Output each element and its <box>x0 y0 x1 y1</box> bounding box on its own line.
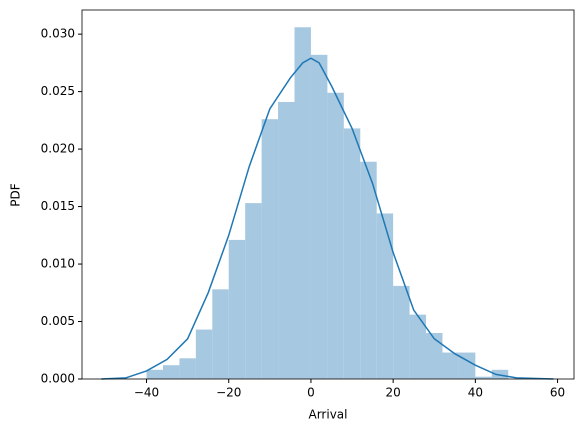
x-tick-label: 0 <box>307 386 315 400</box>
bar <box>245 203 262 379</box>
axes-frame <box>81 9 575 380</box>
bar <box>409 314 427 379</box>
x-axis-label: Arrival <box>309 408 348 422</box>
x-tick-label: 60 <box>550 386 565 400</box>
y-tick-label: 0.030 <box>41 27 75 41</box>
y-tick-label: 0.020 <box>41 142 75 156</box>
bar <box>475 376 492 379</box>
bar <box>426 333 443 379</box>
bar <box>294 27 311 380</box>
bar <box>212 289 229 379</box>
kde-line <box>101 57 554 380</box>
bar <box>393 285 410 379</box>
bar <box>179 358 196 379</box>
bar <box>162 365 180 379</box>
y-axis-label: PDF <box>9 183 23 206</box>
x-tick-label: 20 <box>386 386 401 400</box>
bar <box>327 92 344 379</box>
bar <box>310 54 328 379</box>
y-tick-label: 0.005 <box>41 314 75 328</box>
x-tick-label: −20 <box>216 386 241 400</box>
bar <box>376 213 394 379</box>
bar <box>360 161 377 379</box>
bar <box>195 329 213 379</box>
bar <box>458 352 476 379</box>
y-tick-label: 0.010 <box>41 257 75 271</box>
y-tick-label: 0.015 <box>41 199 75 213</box>
y-tick-label: 0.025 <box>41 84 75 98</box>
bar <box>228 239 246 379</box>
bar <box>261 119 279 380</box>
x-tick-label: 40 <box>468 386 483 400</box>
x-tick-label: −40 <box>134 386 159 400</box>
bar <box>343 128 361 379</box>
bar <box>278 101 295 379</box>
y-tick-label: 0.000 <box>41 372 75 386</box>
bar <box>146 369 163 379</box>
bar <box>442 352 459 379</box>
